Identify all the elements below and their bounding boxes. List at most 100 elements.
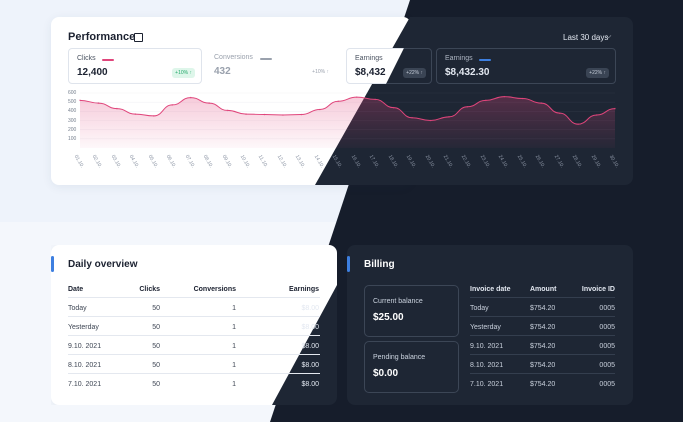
daily-column-header: Date — [68, 286, 84, 293]
data-point — [263, 113, 266, 116]
daily-column-header: Earnings — [289, 286, 319, 293]
row-divider — [68, 373, 320, 374]
x-tick-label: 26.10. — [534, 154, 547, 170]
daily-cell: 8.10. 2021 — [68, 362, 102, 369]
pending-balance-label: Pending balance — [373, 354, 426, 361]
y-tick-label: 200 — [68, 126, 77, 133]
metric-value: $8,432.30 — [445, 67, 490, 78]
x-tick-label: 13.10. — [294, 154, 307, 170]
x-tick-label: 28.10. — [570, 154, 584, 170]
row-divider — [470, 354, 615, 355]
data-point — [79, 99, 81, 102]
data-point — [97, 102, 100, 104]
data-point — [521, 97, 524, 100]
billing-cell: 0005 — [599, 362, 615, 369]
data-point — [337, 100, 340, 103]
daily-cell: 1 — [232, 362, 236, 369]
x-tick-label: 23.10. — [478, 154, 491, 170]
daily-cell: $8.00 — [301, 324, 319, 331]
x-tick-label: 11.10. — [257, 154, 270, 169]
row-divider — [470, 335, 615, 336]
x-tick-label: 22.10. — [460, 154, 473, 170]
row-divider — [470, 373, 615, 374]
data-point — [319, 108, 321, 111]
data-point — [558, 112, 561, 114]
data-point — [208, 102, 210, 104]
billing-cell: $754.20 — [530, 381, 556, 388]
data-point — [614, 107, 616, 110]
change-badge: +10% ↑ — [312, 69, 329, 75]
data-point — [282, 114, 284, 116]
data-point — [226, 109, 229, 112]
y-tick-label: 100 — [68, 135, 77, 142]
series-area — [80, 96, 615, 148]
legend-line — [102, 59, 114, 61]
x-tick-label: 16.10. — [349, 154, 362, 170]
metric-clicks[interactable]: Clicks 12,400 +10% ↑ — [68, 48, 202, 84]
data-point — [577, 123, 579, 125]
daily-cell: 1 — [232, 324, 236, 331]
data-point — [355, 96, 358, 98]
x-tick-label: 24.10. — [497, 154, 510, 170]
x-tick-label: 19.10. — [404, 154, 418, 170]
daily-column-header: Conversions — [193, 286, 236, 293]
billing-cell: $754.20 — [530, 324, 556, 331]
current-balance-value: $25.00 — [373, 312, 404, 323]
clicks-area-chart: 600 500 400 300 200 100 01.10. 02.10. 03.10. 04.1… — [66, 86, 620, 182]
metric-label: Earnings — [445, 55, 473, 62]
current-balance-box: Current balance $25.00 — [364, 285, 459, 337]
x-tick-label: 18.10. — [386, 154, 399, 170]
x-tick-label: 03.10. — [109, 154, 122, 170]
billing-cell: 0005 — [599, 381, 615, 388]
daily-cell: 9.10. 2021 — [68, 343, 102, 350]
billing-cell: 7.10. 2021 — [470, 381, 504, 388]
data-point — [392, 106, 395, 109]
x-tick-label: 20.10. — [423, 154, 436, 170]
section-accent-bar — [347, 256, 350, 272]
row-divider — [470, 297, 615, 298]
billing-cell: 8.10. 2021 — [470, 362, 504, 369]
y-tick-label: 400 — [68, 108, 77, 115]
billing-cell: 0005 — [599, 305, 615, 312]
daily-cell: Yesterday — [68, 324, 99, 331]
daily-cell: $8.00 — [301, 305, 319, 312]
x-tick-label: 21.10. — [441, 154, 454, 170]
date-range-select[interactable]: Last 30 days — [563, 33, 609, 42]
x-tick-label: 10.10. — [238, 154, 251, 170]
y-tick-label: 500 — [68, 99, 77, 106]
daily-overview-title: Daily overview — [68, 259, 138, 270]
performance-title: Performance — [68, 31, 136, 43]
daily-cell: 7.10. 2021 — [68, 381, 102, 388]
billing-column-header: Invoice date — [470, 286, 511, 293]
data-point — [300, 113, 303, 116]
metric-earnings-dark-fragment[interactable]: +22% ↑ — [386, 48, 432, 84]
x-tick-label: 12.10. — [275, 154, 288, 170]
x-tick-label: 01.10. — [72, 154, 85, 170]
billing-card — [347, 245, 633, 405]
daily-cell: 50 — [152, 305, 160, 312]
daily-column-header: Clicks — [139, 286, 160, 293]
metric-conversions[interactable]: Conversions 432 +10% ↑ — [206, 48, 338, 82]
data-point — [116, 107, 118, 110]
billing-cell: $754.20 — [530, 362, 556, 369]
change-badge: +22% ↑ — [403, 68, 426, 78]
x-tick-label: 08.10. — [201, 154, 215, 170]
daily-cell: 50 — [152, 381, 160, 388]
billing-cell: Today — [470, 305, 489, 312]
external-link-icon[interactable] — [134, 33, 143, 42]
x-tick-label: 06.10. — [165, 154, 178, 170]
daily-cell: 50 — [152, 324, 160, 331]
data-point — [595, 114, 598, 116]
x-tick-label: 02.10. — [91, 154, 104, 170]
chevron-down-icon[interactable]: ⌵ — [606, 33, 612, 40]
x-tick-label: 05.10. — [146, 154, 159, 170]
metric-earnings[interactable]: Earnings $8,432.30 +22% ↑ — [436, 48, 616, 84]
daily-cell: 1 — [232, 381, 236, 388]
billing-cell: 0005 — [599, 324, 615, 331]
change-badge: +22% ↑ — [586, 68, 609, 78]
data-point — [189, 96, 192, 99]
x-tick-label: 09.10. — [220, 154, 233, 170]
x-tick-label: 04.10. — [128, 154, 141, 170]
metric-label: Conversions — [214, 54, 253, 61]
series-line — [79, 96, 616, 125]
